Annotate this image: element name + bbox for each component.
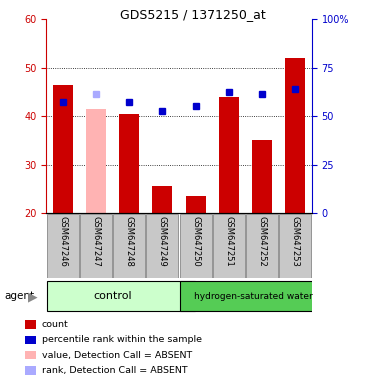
FancyBboxPatch shape (279, 214, 311, 278)
Text: GSM647249: GSM647249 (158, 216, 167, 266)
Text: GSM647252: GSM647252 (258, 216, 266, 266)
Bar (53, 84, 73, 213)
FancyBboxPatch shape (180, 281, 328, 311)
FancyBboxPatch shape (146, 214, 178, 278)
Text: count: count (42, 320, 68, 329)
Text: GDS5215 / 1371250_at: GDS5215 / 1371250_at (120, 8, 265, 22)
FancyBboxPatch shape (47, 281, 195, 311)
Text: rank, Detection Call = ABSENT: rank, Detection Call = ABSENT (42, 366, 187, 375)
Text: GSM647251: GSM647251 (224, 216, 233, 266)
Text: agent: agent (5, 291, 35, 301)
Text: value, Detection Call = ABSENT: value, Detection Call = ABSENT (42, 351, 192, 360)
Text: GSM647246: GSM647246 (58, 216, 67, 266)
Text: hydrogen-saturated water: hydrogen-saturated water (194, 291, 313, 301)
Bar (119, 114, 139, 213)
Text: GSM647253: GSM647253 (291, 216, 300, 266)
Text: GSM647250: GSM647250 (191, 216, 200, 266)
Text: percentile rank within the sample: percentile rank within the sample (42, 335, 202, 344)
Text: ▶: ▶ (28, 290, 38, 303)
FancyBboxPatch shape (80, 214, 112, 278)
FancyBboxPatch shape (213, 214, 245, 278)
Bar (252, 141, 272, 213)
Bar (186, 196, 206, 213)
Bar (285, 58, 305, 213)
Bar (152, 187, 172, 213)
Bar (86, 109, 106, 213)
FancyBboxPatch shape (246, 214, 278, 278)
Text: control: control (93, 291, 132, 301)
FancyBboxPatch shape (113, 214, 145, 278)
FancyBboxPatch shape (47, 214, 79, 278)
FancyBboxPatch shape (180, 214, 212, 278)
Text: GSM647247: GSM647247 (92, 216, 100, 266)
Text: GSM647248: GSM647248 (125, 216, 134, 266)
Bar (219, 97, 239, 213)
